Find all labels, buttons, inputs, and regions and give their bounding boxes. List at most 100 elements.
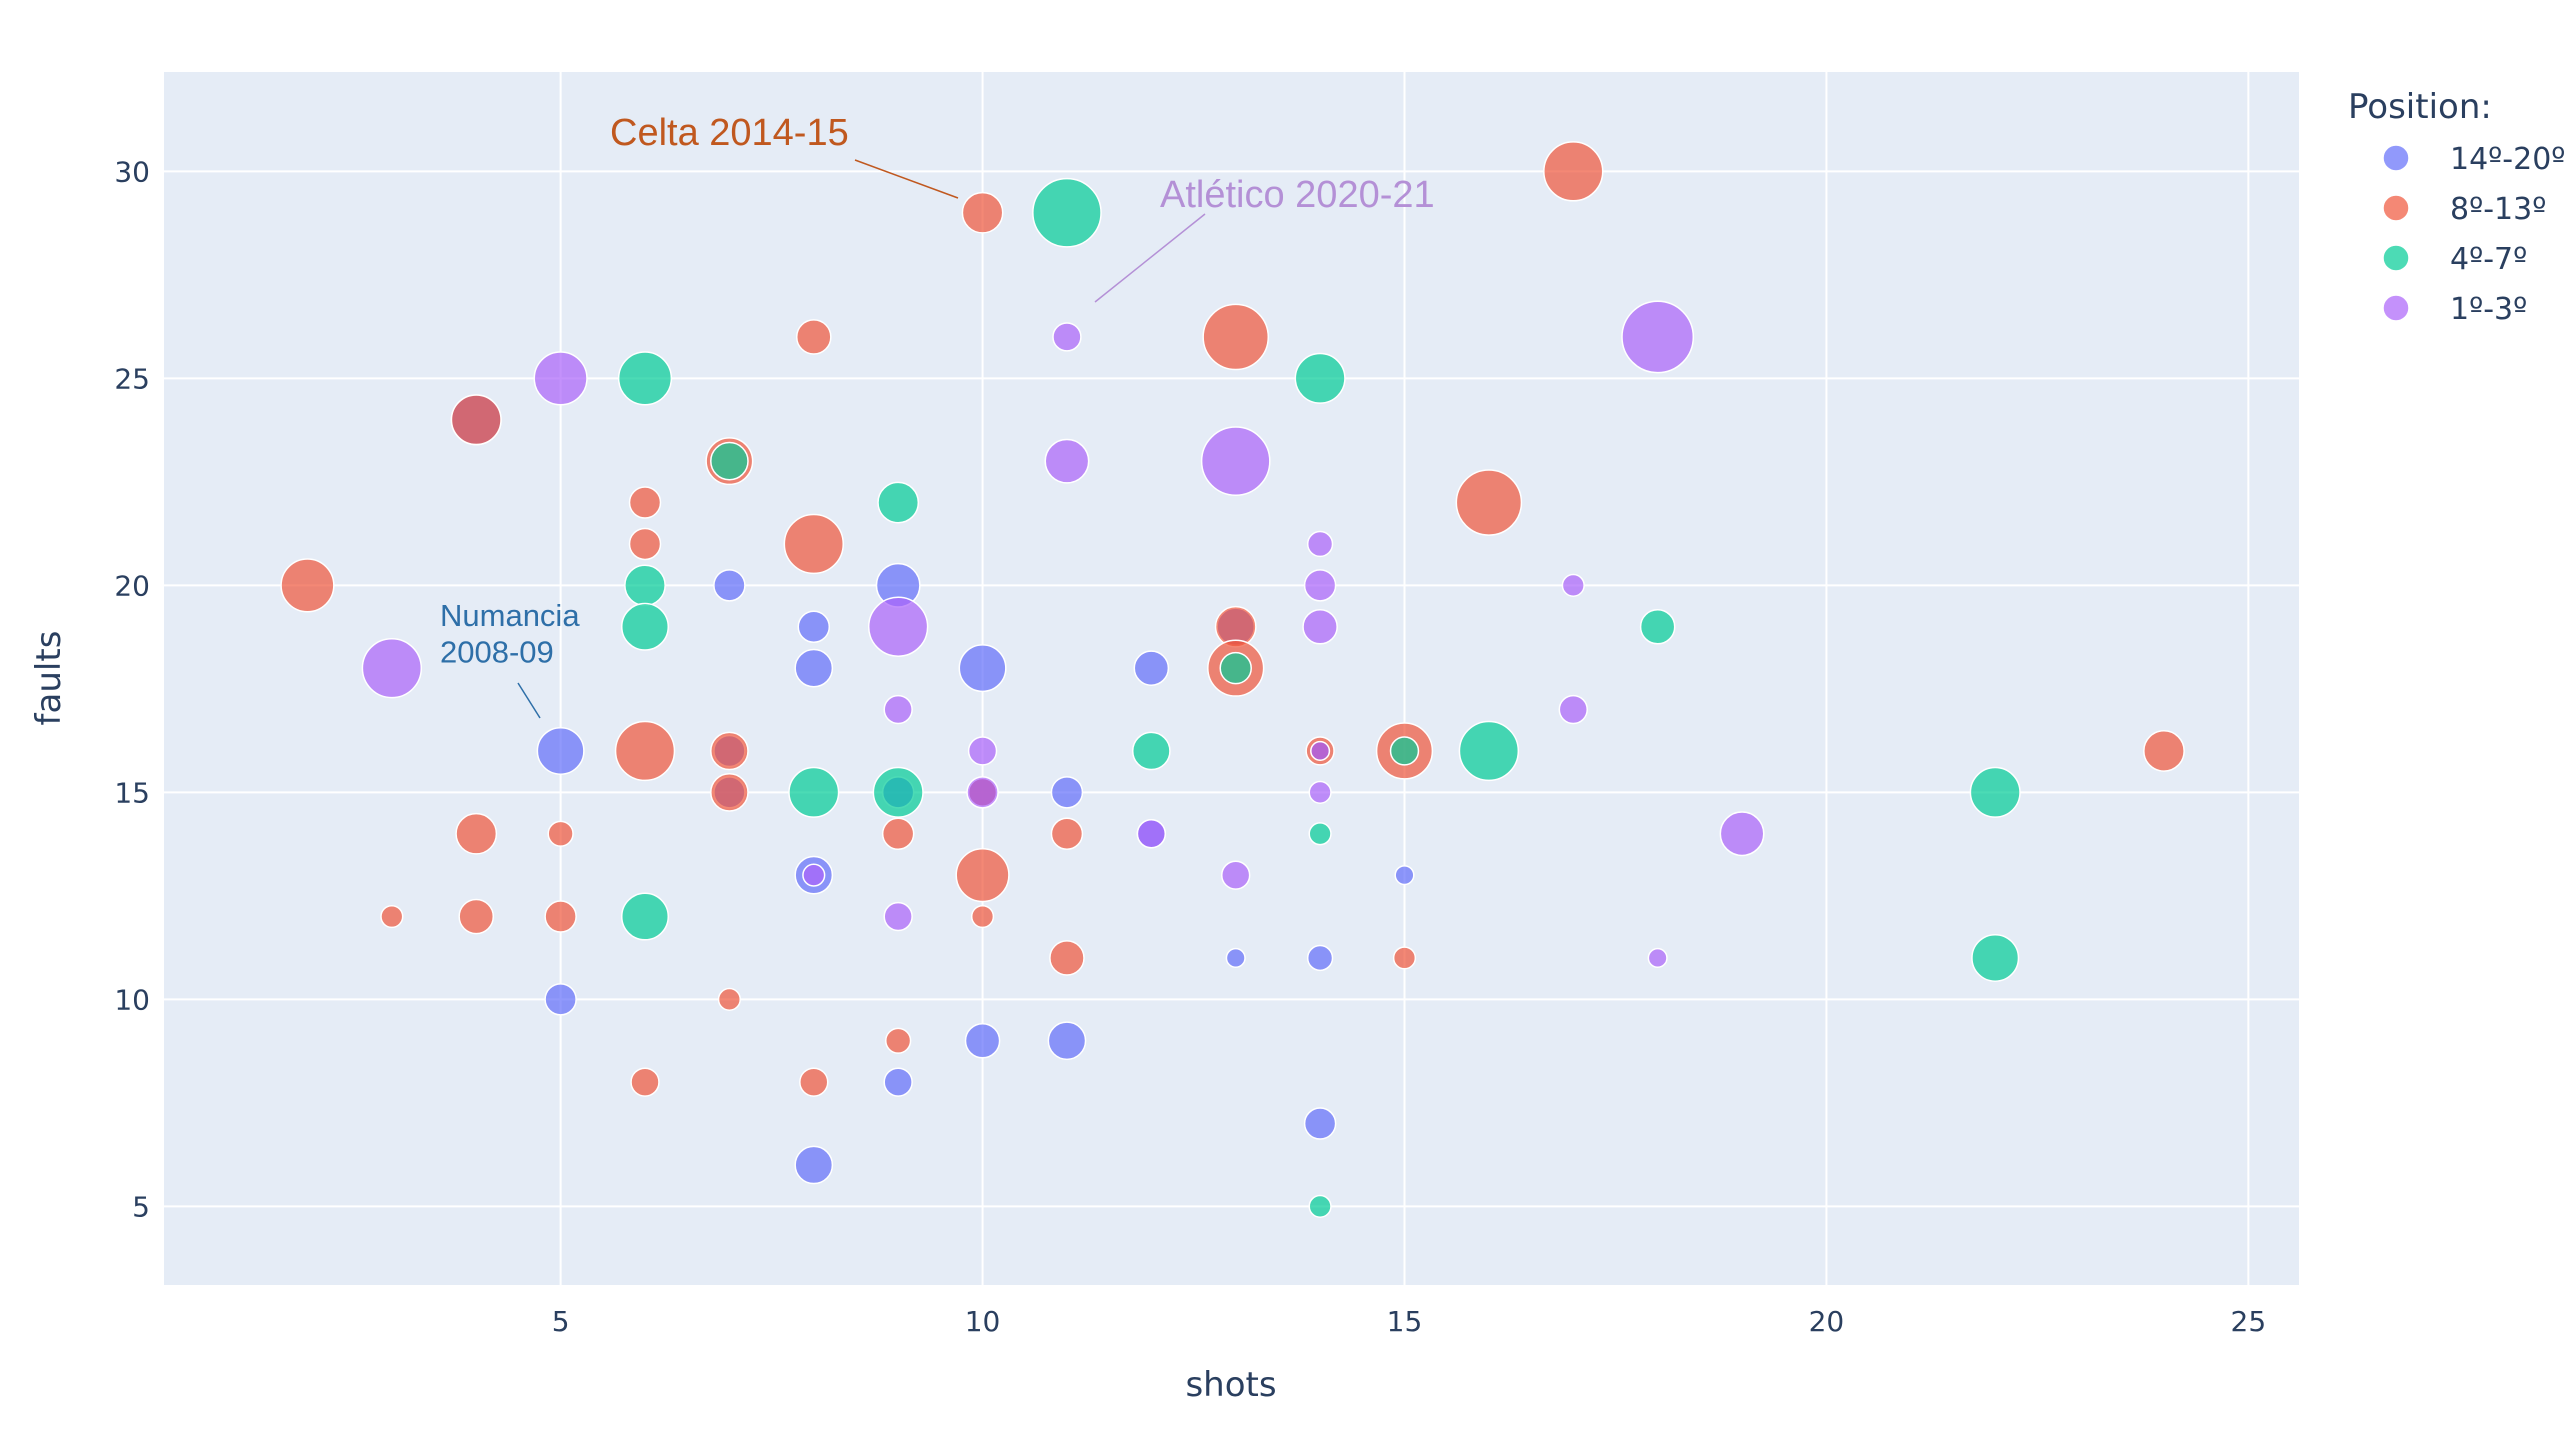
bubble-point[interactable] (967, 736, 998, 766)
bubble-point[interactable] (1389, 736, 1420, 766)
bubble-point[interactable] (450, 394, 502, 446)
bubble-point[interactable] (710, 772, 749, 812)
bubble-point[interactable] (966, 776, 999, 809)
legend-items[interactable]: 14º-20º 8º-13º 4º-7º 1º-3º (2382, 142, 2565, 327)
series-2[interactable] (280, 141, 2185, 1097)
legend-marker[interactable] (2382, 244, 2410, 272)
bubble-point[interactable] (617, 351, 673, 406)
bubble-point[interactable] (883, 694, 913, 725)
bubble-point[interactable] (1308, 822, 1332, 846)
bubble-point[interactable] (2143, 730, 2185, 772)
bubble-point[interactable] (1049, 940, 1085, 976)
bubble-point[interactable] (1308, 780, 1332, 804)
legend-marker[interactable] (2382, 194, 2410, 222)
bubble-point[interactable] (1971, 933, 2020, 982)
series-4[interactable] (361, 300, 1765, 968)
legend-label[interactable]: 1º-3º (2450, 292, 2527, 327)
bubble-point[interactable] (1221, 860, 1251, 890)
bubble-point[interactable] (1050, 817, 1084, 850)
bubble-point[interactable] (1052, 322, 1082, 352)
bubbles-layer[interactable] (280, 141, 2185, 1218)
bubble-point[interactable] (881, 817, 915, 850)
bubble-point[interactable] (544, 983, 577, 1016)
bubble-point[interactable] (794, 648, 834, 688)
bubble-point[interactable] (795, 319, 832, 355)
bubble-point[interactable] (544, 900, 577, 933)
bubble-point[interactable] (958, 644, 1007, 693)
bubble-point[interactable] (1133, 650, 1170, 686)
bubble-point[interactable] (1458, 720, 1520, 782)
bubble-point[interactable] (547, 820, 574, 847)
bubble-point[interactable] (1455, 469, 1523, 536)
bubble-point[interactable] (713, 569, 746, 602)
bubble-point[interactable] (455, 812, 498, 855)
bubble-point[interactable] (621, 892, 670, 941)
bubble-point[interactable] (1136, 819, 1167, 849)
bubble-point[interactable] (1303, 569, 1337, 602)
bubble-point[interactable] (710, 441, 749, 481)
bubble-point[interactable] (788, 766, 840, 818)
bubble-point[interactable] (872, 766, 924, 818)
bubble-point[interactable] (1202, 303, 1270, 371)
bubble-point[interactable] (380, 904, 404, 929)
bubble-point[interactable] (630, 1067, 660, 1097)
bubble-point[interactable] (624, 564, 666, 607)
bubble-point[interactable] (536, 726, 585, 775)
legend-label[interactable]: 14º-20º (2450, 142, 2565, 177)
bubble-point[interactable] (710, 731, 749, 771)
bubble-point[interactable] (1225, 947, 1246, 968)
bubble-point[interactable] (802, 863, 826, 887)
bubble-point[interactable] (885, 1027, 912, 1054)
legend[interactable]: Position: 14º-20º 8º-13º 4º-7º 1º-3º (2348, 87, 2565, 327)
series-3[interactable] (617, 177, 2021, 1218)
bubble-point[interactable] (1394, 865, 1415, 886)
bubble-point[interactable] (1032, 177, 1102, 248)
bubble-point[interactable] (883, 1067, 913, 1097)
bubble-point[interactable] (533, 351, 588, 406)
bubble-point[interactable] (1310, 740, 1331, 761)
bubble-point[interactable] (964, 1022, 1001, 1059)
bubble-point[interactable] (1219, 651, 1252, 685)
bubble-point[interactable] (1302, 608, 1338, 645)
legend-marker[interactable] (2382, 294, 2410, 322)
bubble-point[interactable] (1392, 946, 1417, 970)
bubble-point[interactable] (1306, 530, 1334, 558)
bubble-point[interactable] (628, 486, 662, 519)
bubble-point[interactable] (1131, 731, 1171, 771)
legend-label[interactable]: 4º-7º (2450, 242, 2527, 277)
bubble-point[interactable] (1306, 944, 1334, 972)
legend-label[interactable]: 8º-13º (2450, 192, 2546, 227)
bubble-point[interactable] (1558, 694, 1588, 725)
bubble-point[interactable] (1044, 438, 1090, 484)
bubble-point[interactable] (717, 987, 741, 1011)
bubble-point[interactable] (1050, 776, 1084, 809)
bubble-point[interactable] (797, 610, 831, 644)
bubble-point[interactable] (867, 596, 929, 657)
bubble-point[interactable] (877, 481, 920, 524)
bubble-point[interactable] (1621, 300, 1695, 374)
bubble-point[interactable] (1047, 1021, 1087, 1061)
bubble-point[interactable] (799, 1067, 829, 1097)
bubble-point[interactable] (1303, 1107, 1337, 1140)
bubble-point[interactable] (794, 1145, 834, 1185)
bubble-point[interactable] (1969, 766, 2021, 818)
bubble-point[interactable] (1308, 1194, 1332, 1218)
bubble-point[interactable] (961, 191, 1004, 234)
bubble-point[interactable] (361, 637, 423, 699)
bubble-point[interactable] (883, 901, 913, 932)
bubble-point[interactable] (1200, 426, 1271, 497)
bubble-point[interactable] (621, 602, 670, 651)
bubble-point[interactable] (955, 848, 1010, 903)
bubble-point[interactable] (628, 527, 662, 561)
bubble-point[interactable] (1647, 947, 1668, 968)
bubble-point[interactable] (1543, 141, 1604, 202)
bubble-point[interactable] (614, 720, 676, 782)
bubble-point[interactable] (1639, 608, 1676, 645)
bubble-point[interactable] (280, 558, 335, 613)
bubble-point[interactable] (1719, 811, 1765, 857)
legend-marker[interactable] (2382, 144, 2410, 172)
bubble-point[interactable] (458, 898, 495, 935)
bubble-point[interactable] (970, 904, 995, 929)
bubble-point[interactable] (1561, 573, 1585, 597)
bubble-point[interactable] (1294, 352, 1346, 404)
